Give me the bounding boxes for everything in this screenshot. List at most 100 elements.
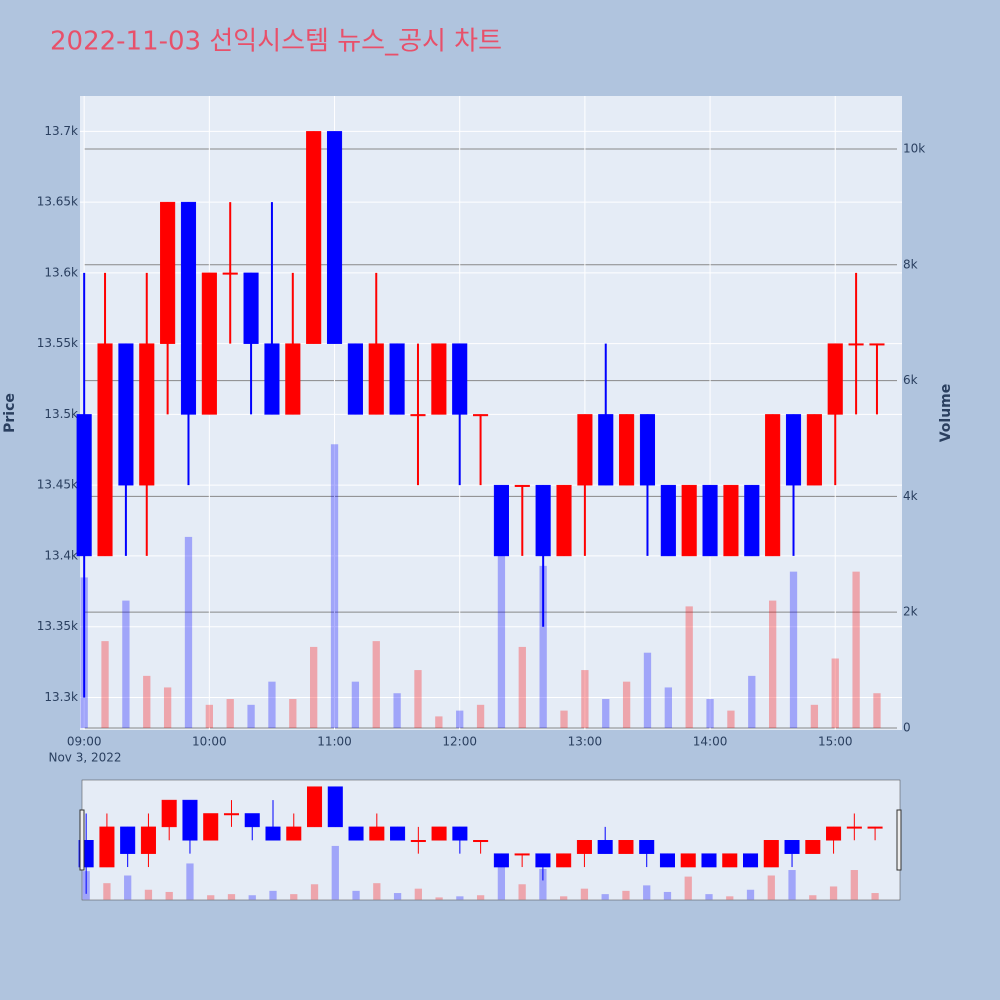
volume-bar xyxy=(101,641,109,728)
volume-bar xyxy=(602,699,610,728)
mini-candle-body xyxy=(410,840,426,843)
mini-volume-bar xyxy=(705,894,713,900)
y-tick-label: 13.7k xyxy=(44,124,78,138)
mini-volume-bar xyxy=(352,890,360,900)
mini-candle-body xyxy=(140,826,156,854)
mini-volume-bar xyxy=(829,886,838,900)
mini-volume-bar xyxy=(207,895,215,900)
candle-body xyxy=(744,484,760,557)
y2-tick-label: 0 xyxy=(903,720,911,734)
mini-candle-body xyxy=(826,826,842,841)
mini-volume-bar xyxy=(310,884,319,900)
mini-candle-body xyxy=(327,786,343,828)
mini-candle-body xyxy=(680,853,696,868)
volume-bar xyxy=(664,687,672,728)
candle-body xyxy=(452,343,468,415)
mini-candle-body xyxy=(182,799,198,841)
mini-candle-body xyxy=(369,826,385,841)
mini-candle-body xyxy=(722,853,738,868)
mini-volume-bar xyxy=(393,893,402,900)
volume-bar xyxy=(330,444,339,728)
x-date-label: Nov 3, 2022 xyxy=(48,751,121,765)
mini-candle-body xyxy=(203,813,219,841)
candle-body xyxy=(76,414,92,557)
candle-body xyxy=(285,343,301,415)
volume-bar xyxy=(122,600,130,728)
mini-volume-bar xyxy=(871,893,879,900)
candle-body xyxy=(410,414,426,417)
volume-bar xyxy=(727,710,735,728)
candle-body xyxy=(180,201,197,415)
mini-candle-body xyxy=(867,826,883,829)
mini-candle-body xyxy=(659,853,675,868)
range-slider[interactable] xyxy=(81,779,901,901)
y2-tick-label: 6k xyxy=(903,373,918,387)
y-tick-label: 13.5k xyxy=(44,407,78,421)
range-handle[interactable] xyxy=(896,809,902,871)
mini-volume-bar xyxy=(124,875,132,900)
mini-volume-bar xyxy=(809,895,817,900)
mini-volume-bar xyxy=(788,870,796,900)
mini-volume-bar xyxy=(331,845,339,900)
y-tick-label: 13.4k xyxy=(44,548,78,562)
mini-volume-bar xyxy=(103,883,111,900)
candle-body xyxy=(577,414,593,486)
candle-body xyxy=(347,343,363,415)
volume-bar xyxy=(226,699,234,728)
mini-candle-body xyxy=(265,826,281,841)
mini-candle-body xyxy=(307,786,323,828)
volume-bar xyxy=(497,496,506,728)
candle-body xyxy=(806,414,822,486)
candle-body xyxy=(702,484,718,557)
mini-volume-bar xyxy=(269,890,277,900)
volume-bar xyxy=(539,565,547,728)
mini-candle-body xyxy=(452,826,468,841)
mini-volume-bar xyxy=(726,896,734,900)
mini-candle-body xyxy=(701,853,717,868)
mini-candle-body xyxy=(535,853,551,868)
mini-volume-bar xyxy=(248,895,256,900)
range-handle[interactable] xyxy=(79,809,85,871)
candle-body xyxy=(139,343,155,486)
candle-body xyxy=(389,343,405,415)
mini-candle-body xyxy=(99,826,115,868)
volume-bar xyxy=(435,716,443,728)
mini-volume-bar xyxy=(186,863,194,900)
volume-bar xyxy=(372,641,380,728)
volume-bar xyxy=(289,699,297,728)
mini-volume-bar xyxy=(539,868,547,900)
volume-bar xyxy=(622,681,631,728)
candle-body xyxy=(765,414,781,557)
x-tick-label: 13:00 xyxy=(568,735,603,749)
candle-body xyxy=(723,484,739,557)
candle-body xyxy=(326,131,343,344)
y-tick-label: 13.3k xyxy=(44,690,78,704)
mini-candle-body xyxy=(597,840,613,854)
volume-bar xyxy=(748,675,756,728)
volume-bar xyxy=(143,675,151,728)
mini-candle-body xyxy=(784,840,800,854)
mini-candle-body xyxy=(223,813,239,816)
candle-body xyxy=(160,201,176,344)
candle-body xyxy=(431,343,447,415)
candle-body xyxy=(598,414,614,486)
volume-bar xyxy=(685,606,693,728)
mini-volume-bar xyxy=(373,883,381,900)
candle-body xyxy=(556,484,572,557)
volume-bar xyxy=(831,658,839,728)
mini-candle-body xyxy=(390,826,406,841)
mini-volume-bar xyxy=(435,897,443,900)
mini-candle-body xyxy=(514,853,530,856)
mini-candle-body xyxy=(431,826,447,841)
x-tick-label: 12:00 xyxy=(442,735,477,749)
x-tick-label: 09:00 xyxy=(67,735,102,749)
candle-body xyxy=(848,343,864,346)
y-tick-label: 13.6k xyxy=(44,265,78,279)
volume-bar xyxy=(163,687,172,728)
y-tick-label: 13.45k xyxy=(37,478,78,492)
mini-volume-bar xyxy=(643,885,651,900)
mini-volume-bar xyxy=(663,891,672,900)
volume-bar xyxy=(476,704,485,728)
candle-body xyxy=(681,484,697,557)
